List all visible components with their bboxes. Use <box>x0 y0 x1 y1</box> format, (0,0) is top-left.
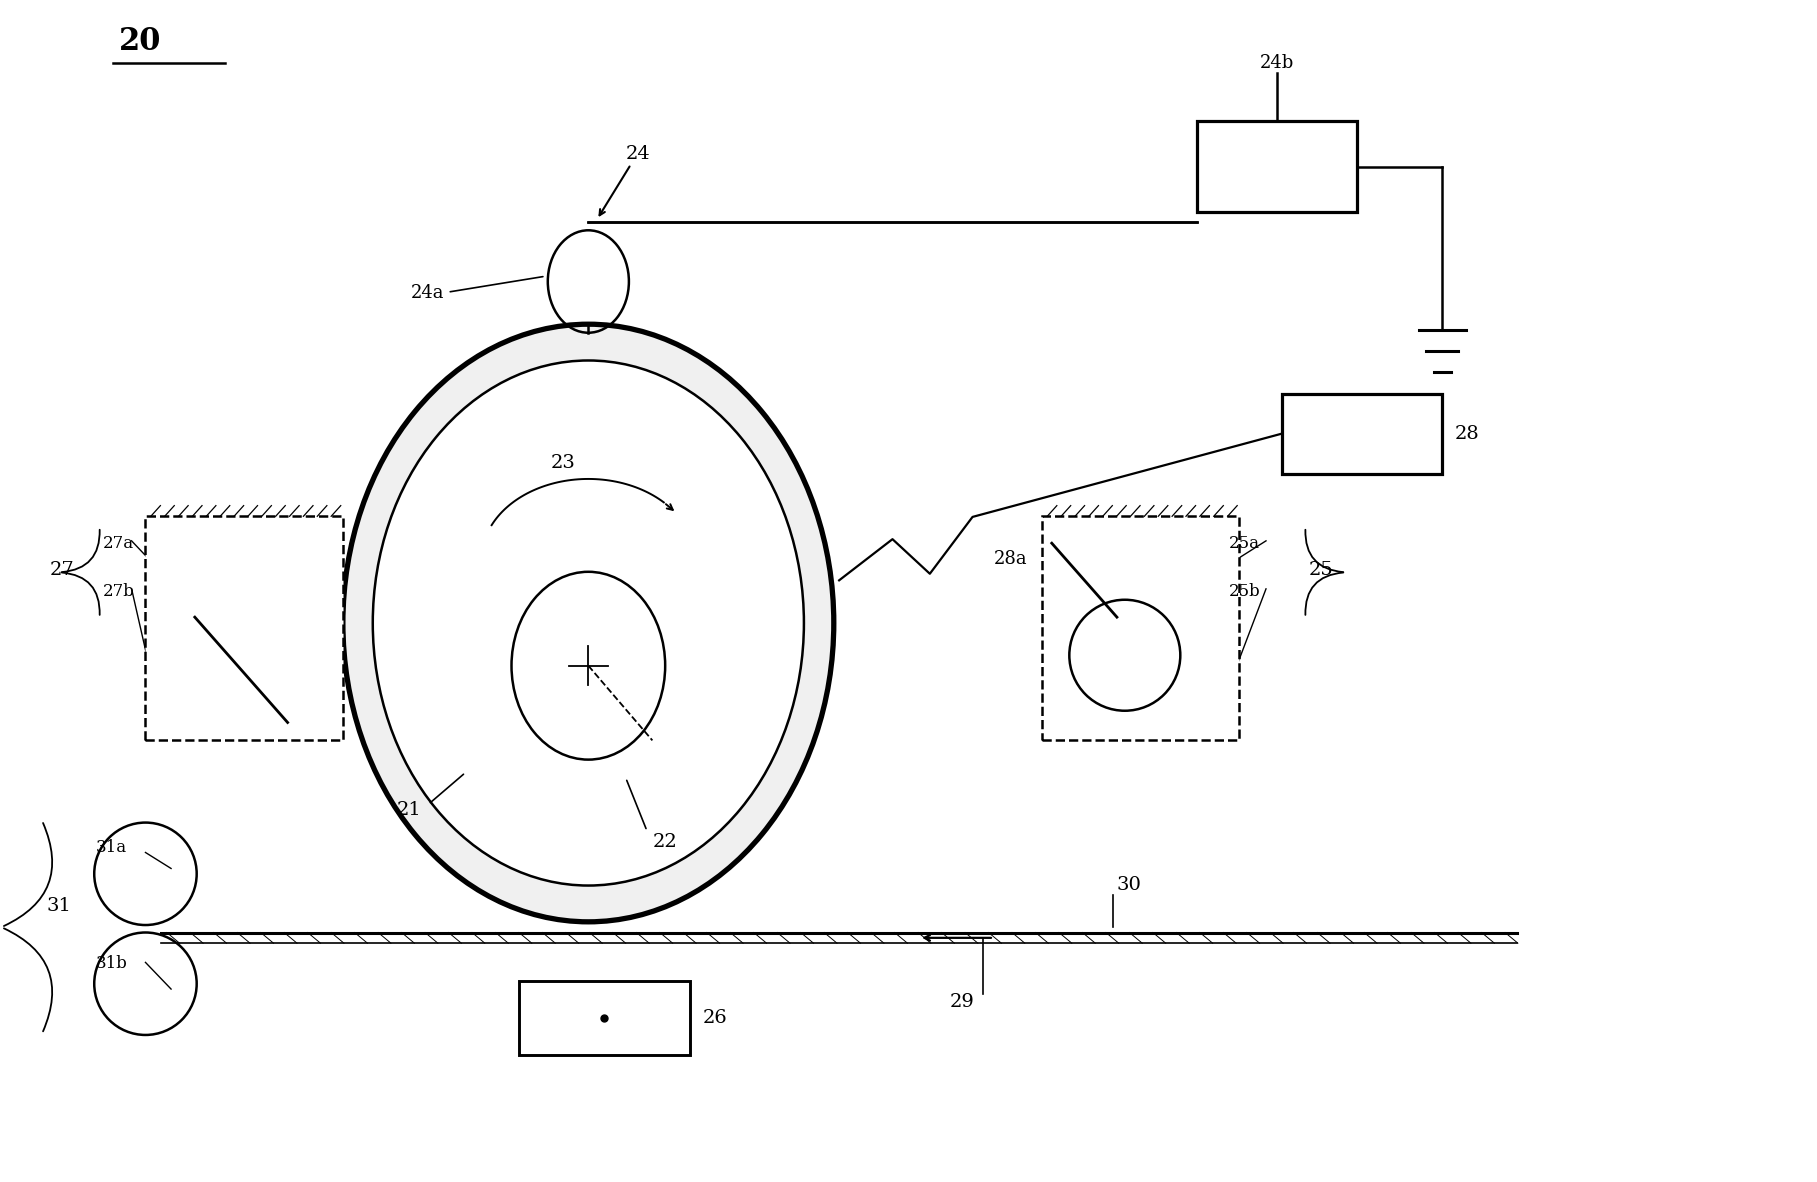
Text: 27b: 27b <box>104 584 134 600</box>
Bar <box>145 517 343 740</box>
Text: 27a: 27a <box>104 535 134 552</box>
Text: 23: 23 <box>551 454 576 473</box>
Text: 28: 28 <box>1455 424 1479 442</box>
Bar <box>1283 394 1443 474</box>
Text: 24b: 24b <box>1259 54 1294 72</box>
Text: 22: 22 <box>652 833 678 851</box>
Ellipse shape <box>372 361 803 885</box>
Text: 20: 20 <box>118 26 162 58</box>
Text: 24a: 24a <box>411 284 445 301</box>
Bar <box>1041 517 1239 740</box>
Text: 28a: 28a <box>994 551 1027 569</box>
Text: 30: 30 <box>1117 876 1141 894</box>
Text: 31a: 31a <box>94 839 127 857</box>
Text: 31b: 31b <box>94 955 127 972</box>
Bar <box>520 981 690 1056</box>
Text: 24: 24 <box>625 144 650 163</box>
Text: 26: 26 <box>703 1009 727 1027</box>
Text: 31: 31 <box>45 897 71 915</box>
Text: 25b: 25b <box>1228 584 1261 600</box>
Text: 21: 21 <box>396 801 422 819</box>
Bar <box>1197 122 1357 212</box>
Text: 27: 27 <box>49 561 74 579</box>
Text: 29: 29 <box>950 993 974 1012</box>
Ellipse shape <box>343 324 834 922</box>
Text: 25: 25 <box>1308 561 1334 579</box>
Text: 25a: 25a <box>1228 535 1259 552</box>
